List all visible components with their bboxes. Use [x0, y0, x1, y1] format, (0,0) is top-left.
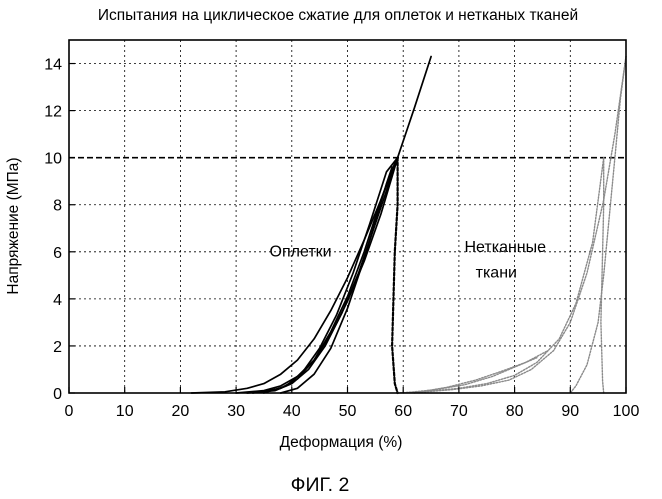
x-tick-label: 60 [394, 403, 412, 420]
x-tick-label: 20 [172, 403, 190, 420]
grid [69, 40, 626, 393]
y-tick-label: 10 [44, 151, 62, 168]
y-axis-label: Напряжение (МПа) [5, 157, 22, 294]
x-tick-label: 70 [450, 403, 468, 420]
y-tick-label: 8 [53, 198, 62, 215]
figure-caption: ФИГ. 2 [291, 474, 350, 496]
annotations-layer: Оплетки Нетканные ткани [270, 239, 547, 282]
x-tick-label: 50 [339, 403, 357, 420]
y-tick-label: 14 [44, 57, 62, 74]
annotation-0: Оплетки [270, 244, 332, 261]
x-axis-label: Деформация (%) [280, 434, 403, 451]
x-tick-label: 100 [613, 403, 640, 420]
x-tick-label: 80 [506, 403, 524, 420]
ticks-layer: 0 10 20 30 40 50 60 70 80 90 100 0 2 4 6 8 10 12 14 [44, 57, 639, 420]
y-tick-label: 0 [53, 386, 62, 403]
chart-title: Испытания на циклическое сжатие для опле… [98, 7, 578, 24]
y-tick-label: 4 [53, 292, 62, 309]
annotation-2: ткани [476, 265, 517, 282]
series-line-braids-0 [192, 57, 432, 394]
annotation-1: Нетканные [464, 239, 546, 256]
x-tick-label: 40 [283, 403, 301, 420]
x-tick-label: 90 [561, 403, 579, 420]
series-line-braids-6 [392, 158, 398, 393]
series-line-nonwovens-7 [398, 57, 626, 394]
y-tick-label: 2 [53, 339, 62, 356]
y-tick-label: 6 [53, 245, 62, 262]
series-layer [192, 57, 627, 394]
x-tick-label: 10 [116, 403, 134, 420]
x-tick-label: 30 [227, 403, 245, 420]
series-line-braids-2 [247, 158, 397, 393]
y-tick-label: 12 [44, 104, 62, 121]
x-tick-label: 0 [65, 403, 74, 420]
series-line-braids-4 [264, 158, 398, 393]
